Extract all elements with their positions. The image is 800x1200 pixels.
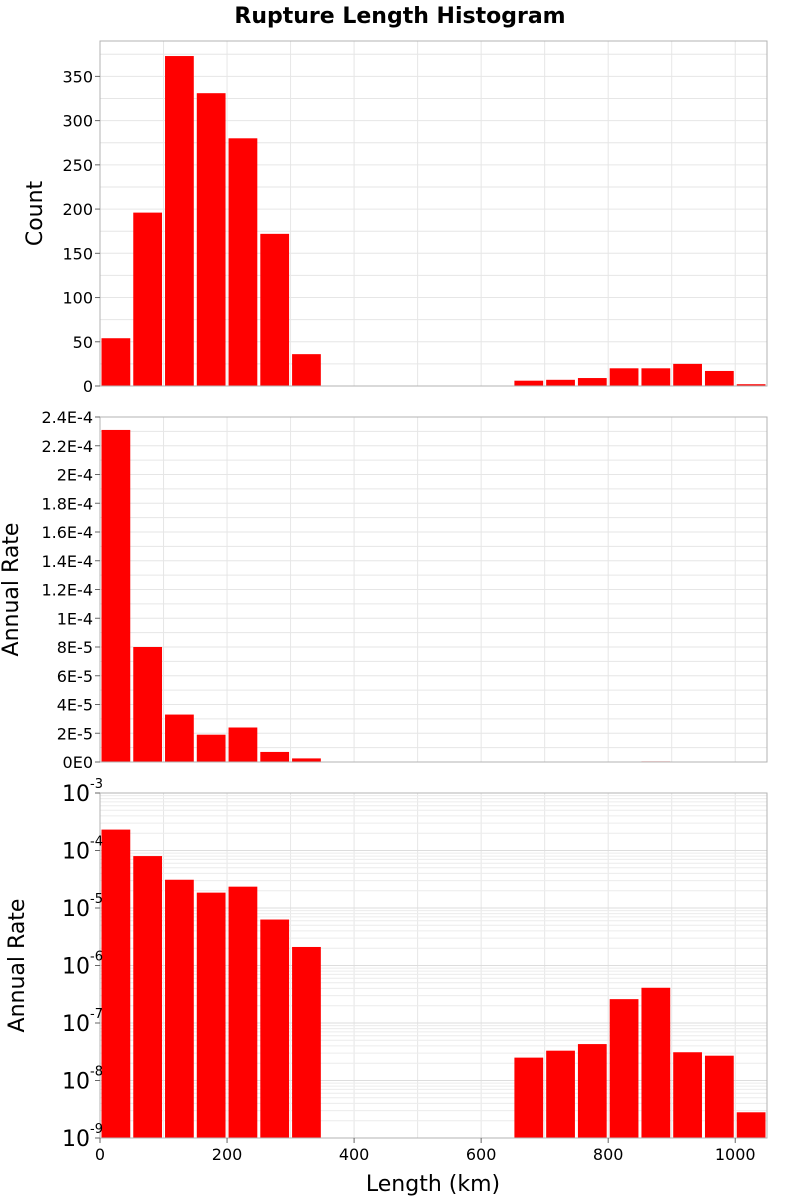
y-tick-label: 10-6	[62, 950, 103, 980]
y-tick-label: 50	[73, 333, 93, 352]
chart-title: Rupture Length Histogram	[234, 4, 565, 29]
y-tick-label: 10-9	[62, 1122, 103, 1152]
y-tick-label: 10-3	[62, 777, 103, 807]
bar	[292, 946, 321, 1138]
y-tick-label: 10-4	[62, 835, 103, 865]
y-axis-label: Annual Rate	[0, 523, 24, 657]
bar	[641, 987, 671, 1138]
panel-2: 0E0 2E-5 4E-5 6E-5 8E-5 1E-4 1.2E-4 1.4E-4 1.6E-…	[0, 408, 768, 772]
y-axis-label: Annual Rate	[5, 899, 30, 1033]
bar	[577, 378, 607, 386]
y-tick-label: 2E-4	[57, 466, 93, 485]
y-tick-label: 1.8E-4	[41, 494, 93, 513]
bar	[133, 647, 163, 762]
bars	[101, 429, 766, 762]
y-tick-labels: 10-9 10-8 10-7 10-6 10-5 10-4 10-3	[62, 777, 103, 1152]
bar	[609, 368, 639, 386]
bar	[260, 233, 290, 386]
y-tick-label: 150	[62, 244, 93, 263]
bar	[704, 1055, 734, 1138]
x-tick-label: 200	[212, 1145, 243, 1164]
bar	[101, 829, 131, 1138]
grid-lines	[100, 416, 767, 763]
bar	[704, 370, 734, 386]
bars	[101, 56, 766, 387]
y-tick-label: 10-8	[62, 1065, 103, 1095]
y-tick-label: 300	[62, 112, 93, 131]
y-tick-label: 10-5	[62, 892, 103, 922]
bar	[165, 714, 194, 762]
y-tick-label: 1E-4	[57, 609, 93, 628]
bar	[736, 384, 766, 386]
bar	[641, 368, 671, 386]
bar	[292, 758, 321, 762]
y-tick-label: 1.2E-4	[41, 581, 93, 600]
bar	[546, 1050, 575, 1138]
bar	[228, 138, 258, 386]
bar	[228, 886, 258, 1138]
y-tick-label: 0E0	[63, 753, 93, 772]
panel-1: 0 50 100 150 200 250 300 350 Count	[23, 40, 768, 396]
bar	[101, 429, 131, 762]
plot-frame	[99, 40, 768, 387]
x-tick-label: 800	[593, 1145, 624, 1164]
bar	[514, 1057, 544, 1138]
y-tick-labels: 0E0 2E-5 4E-5 6E-5 8E-5 1E-4 1.2E-4 1.4E-4 1.6E-…	[41, 408, 100, 772]
bar	[673, 1052, 702, 1138]
y-tick-labels: 0 50 100 150 200 250 300 350	[62, 67, 100, 396]
x-axis-label: Length (km)	[366, 1172, 500, 1197]
bars	[101, 829, 766, 1138]
y-tick-label: 250	[62, 156, 93, 175]
y-tick-label: 2E-5	[57, 724, 93, 743]
y-tick-label: 4E-5	[57, 696, 93, 715]
bar	[514, 380, 544, 386]
y-tick-label: 2.4E-4	[41, 408, 93, 427]
panel-3: 10-9 10-8 10-7 10-6 10-5 10-4 10-3 Annual Rate 0…	[5, 777, 768, 1164]
y-tick-label: 0	[83, 377, 93, 396]
y-tick-label: 100	[62, 289, 93, 308]
y-tick-label: 10-7	[62, 1007, 103, 1037]
bar	[101, 338, 131, 386]
bar	[577, 1044, 607, 1138]
y-tick-label: 8E-5	[57, 638, 93, 657]
x-tick-labels: 0 200 400 600 800 1000	[95, 1138, 756, 1164]
bar	[196, 93, 226, 386]
bar	[546, 379, 575, 386]
y-tick-label: 6E-5	[57, 667, 93, 686]
bar	[609, 999, 639, 1138]
y-tick-label: 1.4E-4	[41, 552, 93, 571]
y-tick-label: 2.2E-4	[41, 437, 93, 456]
bar	[292, 354, 321, 386]
y-tick-label: 200	[62, 200, 93, 219]
bar	[736, 1112, 766, 1138]
y-axis-label: Count	[23, 180, 48, 246]
y-tick-label: 350	[62, 67, 93, 86]
x-tick-label: 0	[95, 1145, 105, 1164]
bar	[133, 856, 163, 1138]
bar	[260, 919, 290, 1138]
bar	[673, 363, 702, 386]
bar	[196, 734, 226, 762]
bar	[165, 879, 194, 1138]
bar	[133, 212, 163, 386]
bar	[260, 751, 290, 762]
y-tick-label: 1.6E-4	[41, 523, 93, 542]
bar	[228, 727, 258, 762]
bar	[165, 56, 194, 387]
x-tick-label: 600	[466, 1145, 497, 1164]
x-tick-label: 1000	[715, 1145, 756, 1164]
bar	[196, 892, 226, 1138]
x-tick-label: 400	[339, 1145, 370, 1164]
